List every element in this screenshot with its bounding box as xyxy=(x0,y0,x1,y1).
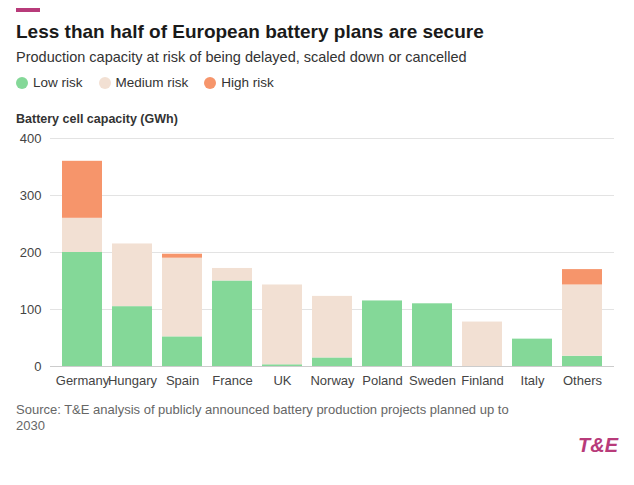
svg-text:Sweden: Sweden xyxy=(409,373,456,388)
svg-text:Norway: Norway xyxy=(310,373,355,388)
html-text:Battery cell capacity (GWh): Battery cell capacity (GWh) xyxy=(16,112,178,126)
svg-text:Spain: Spain xyxy=(166,373,199,388)
svg-text:100: 100 xyxy=(20,302,42,317)
svg-text:300: 300 xyxy=(20,188,42,203)
svg-text:Italy: Italy xyxy=(521,373,545,388)
html-text:Low risk: Low risk xyxy=(33,75,83,90)
svg-text:400: 400 xyxy=(20,131,42,146)
html-text:Source: T&E analysis of public: Source: T&E analysis of publicly announc… xyxy=(16,402,509,433)
svg-text:Poland: Poland xyxy=(362,373,402,388)
html-text:T&E: T&E xyxy=(578,434,618,456)
html-text:High risk: High risk xyxy=(221,75,274,90)
svg-text:Hungary: Hungary xyxy=(108,373,158,388)
svg-text:Finland: Finland xyxy=(461,373,504,388)
html-text:Medium risk: Medium risk xyxy=(115,75,189,90)
svg-text:Germany: Germany xyxy=(56,373,110,388)
html-text:Less than half of European bat: Less than half of European battery plans… xyxy=(16,21,484,42)
svg-text:UK: UK xyxy=(273,373,291,388)
svg-text:200: 200 xyxy=(20,245,42,260)
svg-text:France: France xyxy=(212,373,252,388)
html-text:Production capacity at risk of: Production capacity at risk of being del… xyxy=(16,49,467,65)
svg-text:Others: Others xyxy=(563,373,603,388)
svg-text:0: 0 xyxy=(34,359,41,374)
